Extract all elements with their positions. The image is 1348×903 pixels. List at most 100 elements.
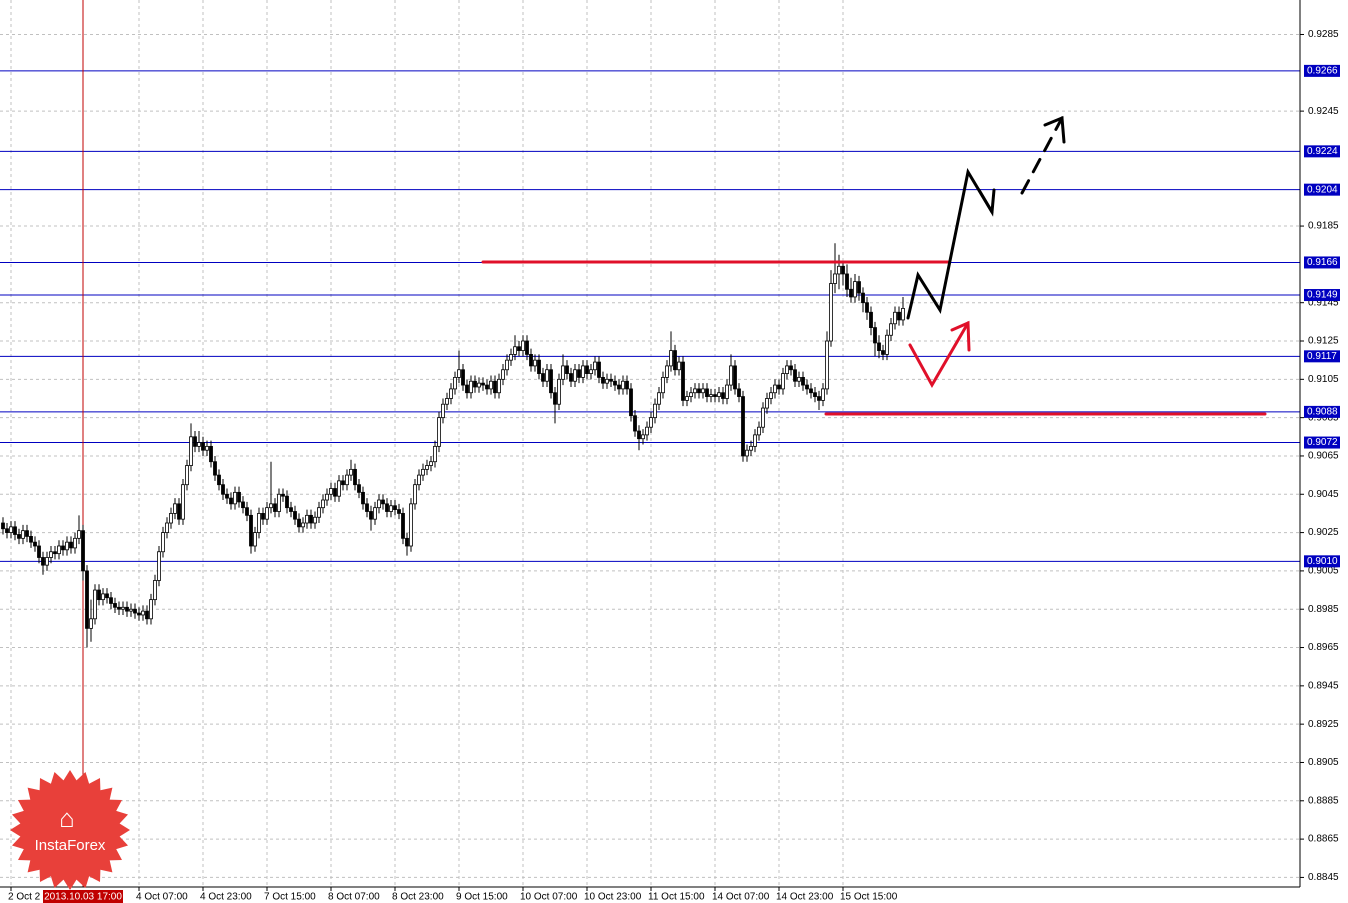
x-tick-label: 9 Oct 15:00: [456, 892, 508, 903]
y-tick-label: 0.9065: [1308, 451, 1339, 462]
candle-body: [825, 340, 829, 390]
candle-body: [477, 382, 481, 388]
candle-body: [705, 388, 709, 397]
candle-body: [277, 493, 281, 512]
y-tick-label: 0.9285: [1308, 29, 1339, 40]
candle-body: [233, 491, 237, 505]
candle-body: [329, 488, 333, 495]
grid: [0, 0, 1300, 887]
candle-body: [469, 380, 473, 394]
candle-body: [365, 503, 369, 512]
level-label: 0.9166: [1307, 257, 1338, 268]
candle-body: [773, 384, 777, 394]
logo-burst: [10, 770, 130, 890]
candle-body: [149, 599, 153, 620]
level-label-box: [1304, 256, 1340, 269]
levels: [0, 0, 1300, 887]
candle-body: [261, 513, 265, 520]
level-label: 0.9088: [1307, 407, 1338, 418]
candle-body: [509, 354, 513, 361]
candle-body: [73, 537, 77, 549]
x-tick-label: 14 Oct 07:00: [712, 892, 770, 903]
candle-body: [829, 283, 833, 342]
candle-body: [677, 361, 681, 371]
y-tick-label: 0.9145: [1308, 297, 1339, 308]
candle-body: [81, 530, 85, 572]
candle-body: [729, 365, 733, 386]
candle-body: [193, 436, 197, 447]
candle-body: [197, 442, 201, 447]
y-tick-label: 0.8865: [1308, 834, 1339, 845]
candle-body: [377, 499, 381, 509]
level-label: 0.9149: [1307, 290, 1338, 301]
x-tick-label: 8 Oct 23:00: [392, 892, 444, 903]
candle-body: [189, 436, 193, 466]
candle-body: [125, 606, 129, 612]
candle-body: [133, 608, 137, 614]
x-tick-label: 7 Oct 15:00: [264, 892, 316, 903]
candle-body: [769, 392, 773, 399]
candle-body: [105, 593, 109, 599]
candle-body: [449, 388, 453, 399]
candle-body: [525, 340, 529, 355]
candle-body: [709, 394, 713, 397]
candle-body: [629, 388, 633, 417]
y-tick-label: 0.8985: [1308, 604, 1339, 615]
candles: [1, 243, 905, 648]
alt-path: [908, 321, 970, 389]
candle-body: [805, 384, 809, 390]
candle-body: [245, 507, 249, 516]
candle-body: [393, 505, 397, 510]
x-tick-label: 2 Oct 2: [8, 892, 41, 903]
candle-body: [285, 495, 289, 509]
candle-body: [253, 532, 257, 547]
candle-body: [1, 522, 5, 530]
candle-body: [865, 302, 869, 313]
candle-body: [349, 468, 353, 476]
candle-body: [489, 380, 493, 390]
candle-body: [725, 384, 729, 399]
candle-body: [685, 396, 689, 401]
candle-body: [273, 503, 277, 512]
candle-body: [745, 449, 749, 457]
candle-body: [753, 434, 757, 447]
candle-body: [33, 541, 37, 547]
x-tick-label: 11 Oct 15:00: [648, 892, 705, 903]
candle-body: [809, 388, 813, 394]
candle-body: [369, 511, 373, 520]
candle-body: [425, 465, 429, 470]
candle-body: [733, 365, 737, 390]
candle-body: [321, 499, 325, 509]
candle-body: [585, 365, 589, 374]
candle-body: [137, 612, 141, 616]
candle-body: [293, 511, 297, 520]
y-tick-label: 0.8965: [1308, 642, 1339, 653]
candle-body: [545, 369, 549, 382]
candle-body: [817, 396, 821, 401]
level-label: 0.9204: [1307, 184, 1338, 195]
candle-body: [893, 311, 897, 325]
candle-body: [697, 388, 701, 394]
candle-body: [25, 530, 29, 537]
candle-body: [309, 514, 313, 524]
candle-body: [497, 378, 501, 394]
candle-body: [93, 589, 97, 620]
candle-body: [141, 610, 145, 616]
candle-body: [337, 480, 341, 497]
x-tick-label: 4 Oct 23:00: [200, 892, 252, 903]
candle-body: [529, 354, 533, 367]
candle-body: [845, 273, 849, 290]
candle-body: [465, 384, 469, 394]
candle-body: [541, 373, 545, 382]
y-tick-label: 0.9185: [1308, 221, 1339, 232]
candle-body: [345, 474, 349, 486]
candle-body: [801, 377, 805, 386]
cursor-label-box: [43, 890, 123, 903]
candle-body: [201, 442, 205, 451]
candle-body: [717, 392, 721, 397]
candle-body: [373, 507, 377, 520]
candle-body: [389, 505, 393, 512]
candle-body: [833, 273, 837, 284]
